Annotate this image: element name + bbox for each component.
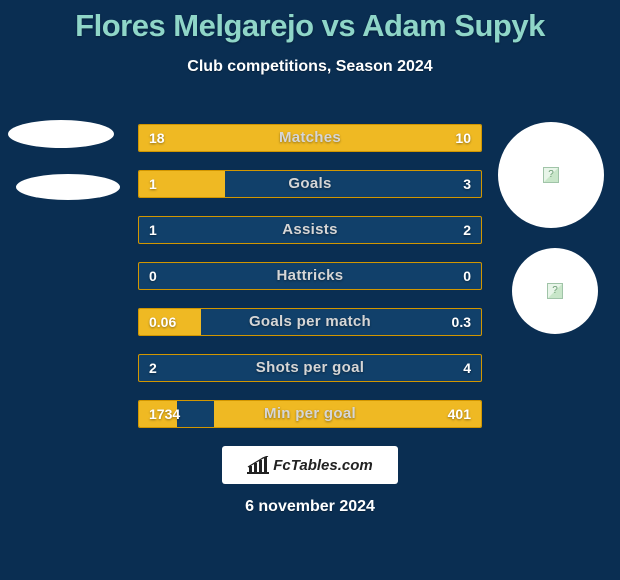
- stat-label: Assists: [139, 217, 481, 243]
- page-title: Flores Melgarejo vs Adam Supyk: [0, 0, 620, 44]
- image-placeholder-icon: [543, 167, 559, 183]
- stat-row: Hattricks0 0: [138, 262, 482, 290]
- stat-value-left: 0.06: [139, 309, 186, 335]
- stat-value-left: 18: [139, 125, 175, 151]
- stat-row: Goals per match0.060.3: [138, 308, 482, 336]
- stat-value-left: 1: [139, 171, 167, 197]
- left-player-avatars: [8, 120, 120, 200]
- stat-value-right: 3: [453, 171, 481, 197]
- image-placeholder-icon: [547, 283, 563, 299]
- stat-value-right: 401: [438, 401, 481, 427]
- chart-icon: [247, 456, 269, 474]
- stat-row: Shots per goal2 4: [138, 354, 482, 382]
- page-subtitle: Club competitions, Season 2024: [0, 58, 620, 76]
- stat-value-left: 0: [139, 263, 167, 289]
- stat-value-right: 4: [453, 355, 481, 381]
- avatar-circle: [498, 122, 604, 228]
- stat-value-right: 10: [445, 125, 481, 151]
- stat-bars: Matches1810Goals13Assists12Hattricks00Go…: [138, 124, 482, 446]
- footer-date: 6 november 2024: [0, 498, 620, 516]
- brand-badge: FcTables.com: [222, 446, 398, 484]
- stat-value-left: 1: [139, 217, 167, 243]
- avatar-circle: [512, 248, 598, 334]
- stat-value-right: 0.3: [442, 309, 481, 335]
- stat-label: Hattricks: [139, 263, 481, 289]
- stat-value-right: 2: [453, 217, 481, 243]
- right-player-avatars: [498, 122, 604, 354]
- stat-row: Matches1810: [138, 124, 482, 152]
- stat-value-right: 0: [453, 263, 481, 289]
- brand-text: FcTables.com: [273, 457, 372, 474]
- stat-value-left: 1734: [139, 401, 190, 427]
- stat-label: Shots per goal: [139, 355, 481, 381]
- stat-row: Min per goal1734401: [138, 400, 482, 428]
- stat-row: Goals13: [138, 170, 482, 198]
- avatar-ellipse: [8, 120, 114, 148]
- stat-value-left: 2: [139, 355, 167, 381]
- comparison-infographic: Flores Melgarejo vs Adam Supyk Club comp…: [0, 0, 620, 580]
- stat-row: Assists1 2: [138, 216, 482, 244]
- avatar-ellipse: [16, 174, 120, 200]
